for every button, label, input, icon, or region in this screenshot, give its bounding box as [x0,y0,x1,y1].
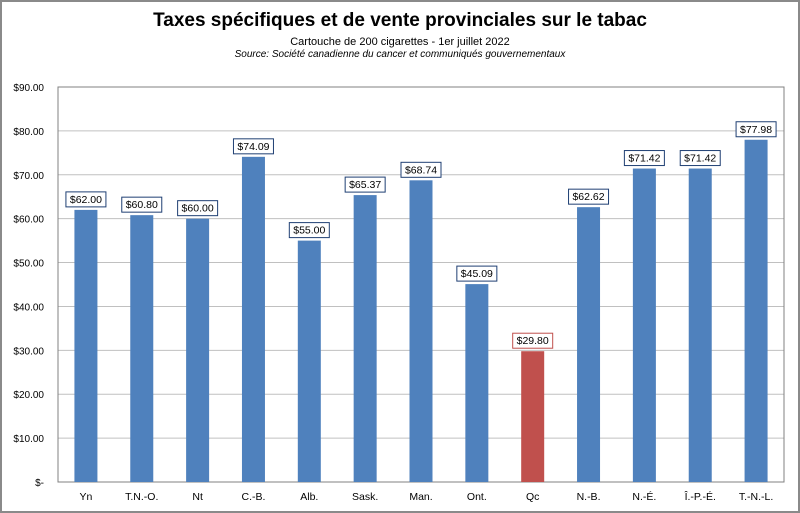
x-tick-label: Nt [192,491,203,503]
data-label-box [568,188,610,205]
bar [241,156,265,483]
x-tick-label: T.N.-O. [125,491,158,503]
data-label-box [65,191,107,208]
bar [465,284,489,482]
y-tick-label: $30.00 [13,346,44,357]
data-label: $65.37 [349,179,381,191]
chart-title: Taxes spécifiques et de vente provincial… [153,10,647,31]
data-label: $55.00 [293,225,325,237]
bar [744,139,768,482]
data-label: $62.00 [70,194,102,206]
bar [186,218,210,482]
data-label-box [121,196,163,213]
x-tick-label: N.-É. [632,490,656,503]
data-label-box [232,138,274,155]
x-tick-label: Sask. [352,491,378,503]
data-label: $71.42 [684,153,716,165]
y-tick-label: $50.00 [13,259,44,270]
bar [297,240,321,482]
x-tick-label: Alb. [300,491,318,503]
data-label-box [456,265,498,282]
data-label: $62.62 [572,191,604,203]
bar [521,351,545,482]
y-tick-label: $90.00 [13,83,44,94]
data-label-box [623,150,665,167]
data-label: $60.80 [126,199,158,211]
y-tick-label: $70.00 [13,171,44,182]
x-tick-label: N.-B. [577,491,601,503]
data-label-box [679,150,721,167]
data-label: $29.80 [517,335,549,347]
data-label: $71.42 [628,153,660,165]
y-tick-label: $10.00 [13,434,44,445]
bar [688,168,712,482]
data-label: $68.74 [405,164,437,176]
y-tick-label: $40.00 [13,302,44,313]
bar [577,207,601,482]
data-label-box [177,200,219,217]
data-label: $74.09 [237,141,269,153]
bar [353,195,377,482]
y-tick-label: $60.00 [13,215,44,226]
data-label-box [400,161,442,178]
data-label-box [735,121,777,138]
x-tick-label: C.-B. [242,491,266,503]
x-tick-label: Man. [409,491,432,503]
data-label: $77.98 [740,124,772,136]
x-tick-label: Yn [80,491,93,503]
bar [632,168,656,482]
data-label: $60.00 [182,203,214,215]
data-label-box [512,332,554,349]
x-tick-label: Qc [526,491,539,503]
bar [130,215,154,482]
y-tick-label: $- [35,478,44,489]
y-tick-label: $20.00 [13,390,44,401]
y-tick-label: $80.00 [13,127,44,138]
data-label: $45.09 [461,268,493,280]
bar [409,180,433,482]
x-tick-label: Î.-P.-É. [684,490,716,503]
chart-source: Source: Société canadienne du cancer et … [234,49,566,60]
data-label-box [344,176,386,193]
bar [74,209,98,482]
data-label-box [288,222,330,239]
x-tick-label: T.-N.-L. [739,491,773,503]
x-tick-label: Ont. [467,491,487,503]
chart-subtitle: Cartouche de 200 cigarettes - 1er juille… [290,36,510,48]
